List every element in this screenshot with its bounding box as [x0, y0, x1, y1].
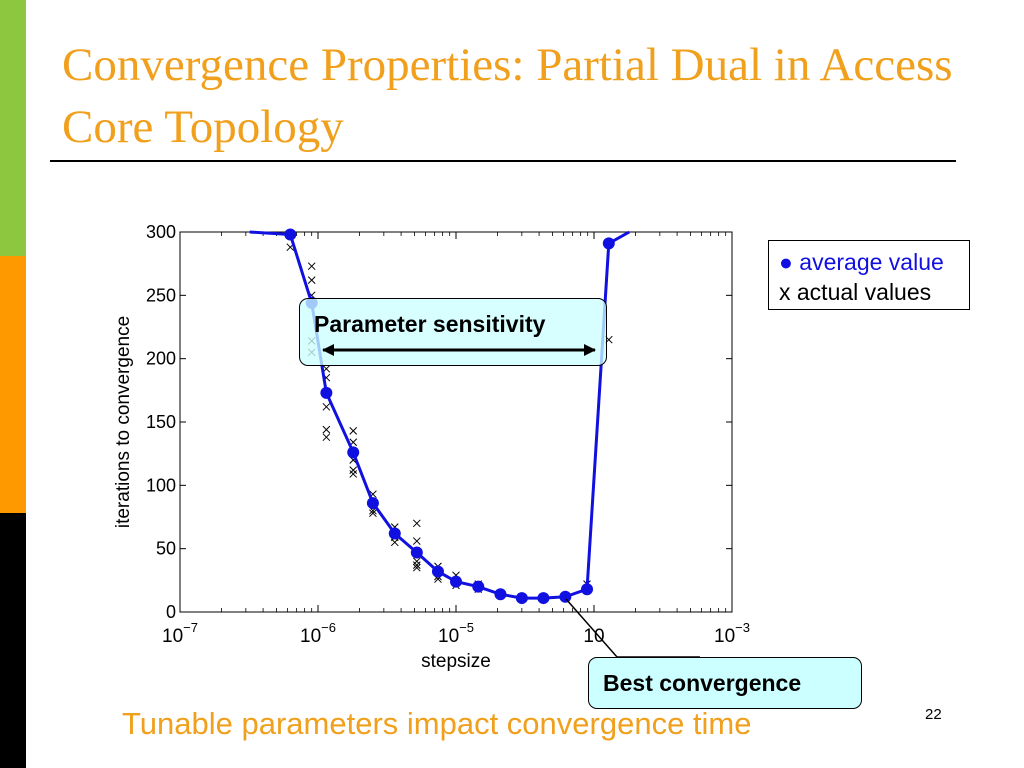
- actual-value-marker: [349, 466, 358, 474]
- accent-bar-black: [0, 513, 26, 768]
- x-tick-label: 10−5: [438, 620, 474, 647]
- actual-value-marker-stroke: [412, 519, 421, 528]
- x-tick-label-exponent: −3: [735, 620, 750, 635]
- actual-value-marker: [412, 557, 421, 566]
- actual-value-marker: [349, 470, 358, 478]
- actual-value-marker-stroke: [349, 466, 358, 474]
- average-value-point: [366, 497, 379, 510]
- y-tick-label: 150: [146, 412, 176, 432]
- average-value-point: [347, 446, 360, 459]
- average-value-point: [515, 592, 528, 605]
- actual-value-marker: [412, 561, 421, 569]
- average-value-point: [472, 580, 485, 593]
- footer-caption: Tunable parameters impact convergence ti…: [122, 706, 752, 741]
- callout-best-convergence-label: Best convergence: [603, 670, 802, 696]
- legend-actual-label: actual values: [796, 279, 932, 305]
- actual-value-marker-stroke: [322, 402, 331, 411]
- actual-value-marker: [412, 563, 421, 572]
- legend-average-marker: ●: [779, 249, 793, 275]
- actual-value-marker-stroke: [322, 425, 331, 434]
- title-underline: [50, 160, 956, 162]
- callout-best-convergence: Best convergence: [588, 657, 862, 709]
- actual-value-marker: [307, 276, 316, 284]
- actual-value-marker: [322, 402, 331, 411]
- actual-value-marker-stroke: [412, 563, 421, 572]
- actual-value-marker-stroke: [307, 276, 316, 284]
- y-tick-label: 250: [146, 285, 176, 305]
- y-tick-label: 0: [166, 602, 176, 622]
- legend-actual: x actual values: [779, 277, 969, 307]
- actual-value-marker: [349, 427, 358, 435]
- x-tick-label-base: 10: [162, 626, 183, 647]
- actual-value-marker-stroke: [412, 561, 421, 569]
- actual-value-marker: [412, 519, 421, 528]
- x-tick-label-base: 10: [583, 626, 604, 647]
- average-value-point: [559, 590, 572, 603]
- legend-actual-marker: x: [779, 279, 791, 305]
- average-value-point: [602, 237, 615, 250]
- y-tick-label: 100: [146, 475, 176, 495]
- y-axis-label: iterations to convergence: [113, 316, 134, 528]
- actual-value-marker-stroke: [349, 427, 358, 435]
- actual-value-marker: [412, 537, 421, 545]
- actual-value-marker: [322, 425, 331, 434]
- average-value-point: [537, 592, 550, 605]
- callout-parameter-sensitivity-label: Parameter sensitivity: [314, 311, 546, 337]
- average-value-point: [320, 386, 333, 399]
- average-value-point: [450, 575, 462, 588]
- actual-value-marker: [369, 509, 377, 518]
- callout-parameter-sensitivity: Parameter sensitivity: [299, 298, 607, 366]
- x-tick-label-exponent: −5: [459, 620, 474, 635]
- actual-value-marker-stroke: [349, 470, 358, 478]
- x-tick-label-base: 10: [300, 626, 321, 647]
- legend-average-label: average value: [799, 249, 944, 275]
- actual-value-marker: [390, 538, 399, 547]
- legend-average: ● average value: [779, 247, 969, 277]
- actual-value-marker-stroke: [390, 538, 399, 547]
- actual-value-marker-stroke: [307, 262, 316, 271]
- actual-value-marker: [322, 433, 331, 442]
- actual-value-marker-stroke: [412, 557, 421, 566]
- page-number: 22: [925, 706, 942, 723]
- x-tick-label: 10−6: [300, 620, 336, 647]
- average-value-point: [581, 583, 594, 596]
- actual-value-marker-stroke: [369, 509, 377, 518]
- y-tick-label: 50: [156, 539, 176, 559]
- x-tick-label-base: 10: [714, 626, 735, 647]
- x-axis-label: stepsize: [421, 651, 491, 672]
- x-tick-label: 10−7: [162, 620, 198, 647]
- y-tick-label: 200: [146, 349, 176, 369]
- actual-value-marker-stroke: [412, 537, 421, 545]
- x-tick-label: 10−3: [714, 620, 750, 647]
- slide-title: Convergence Properties: Partial Dual in …: [62, 39, 953, 153]
- x-tick-label-base: 10: [438, 626, 459, 647]
- x-tick-label-exponent: −6: [321, 620, 336, 635]
- plot-area: [179, 231, 733, 613]
- average-value-point: [410, 546, 423, 559]
- actual-value-marker-stroke: [322, 433, 331, 442]
- x-tick-label: 10: [583, 626, 604, 647]
- average-value-point: [388, 527, 401, 540]
- actual-value-marker: [307, 262, 316, 271]
- y-tick-label: 300: [146, 222, 176, 242]
- accent-bar-orange: [0, 256, 26, 513]
- average-value-point: [431, 565, 444, 578]
- average-value-point: [494, 588, 507, 601]
- x-tick-label-exponent: −7: [183, 620, 198, 635]
- chart-legend: ● average value x actual values: [768, 240, 970, 310]
- y-axis: 0 50 100 150 200 250 300: [146, 222, 732, 622]
- average-value-point: [284, 228, 297, 241]
- accent-bar-green: [0, 0, 26, 256]
